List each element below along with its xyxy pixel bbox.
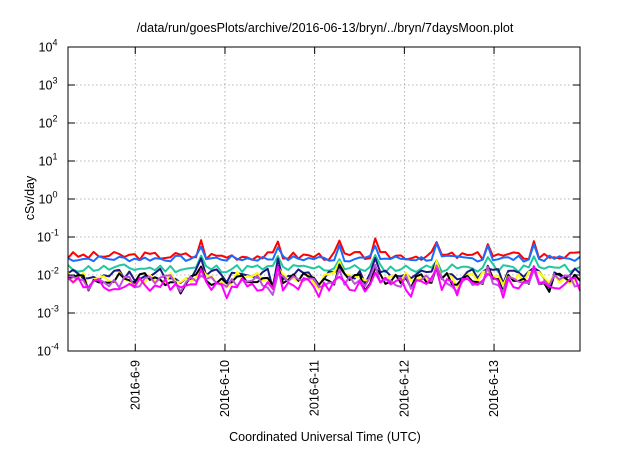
x-tick-label: 2016-6-9 — [128, 360, 142, 410]
x-axis-label: Coordinated Universal Time (UTC) — [229, 430, 421, 444]
series-line — [67, 242, 581, 263]
data-series — [67, 237, 581, 300]
series-line — [67, 263, 581, 296]
y-tick-label: 10-3 — [37, 304, 59, 321]
y-tick-label: 10-1 — [37, 228, 59, 245]
y-tick-label: 100 — [39, 190, 58, 207]
series-line — [67, 237, 581, 261]
y-tick-label: 104 — [39, 38, 58, 55]
grid-lines — [68, 47, 580, 351]
chart-title: /data/run/goesPlots/archive/2016-06-13/b… — [137, 21, 514, 35]
y-axis-label: cSv/day — [23, 175, 37, 220]
y-tick-label: 102 — [39, 114, 58, 131]
y-tick-label: 10-4 — [37, 342, 59, 359]
y-tick-label: 103 — [39, 76, 58, 93]
plot-frame — [67, 46, 581, 352]
x-tick-label: 2016-6-13 — [487, 360, 501, 417]
x-tick-label: 2016-6-10 — [218, 360, 232, 417]
x-tick-label: 2016-6-12 — [397, 360, 411, 417]
x-tick-label: 2016-6-11 — [308, 360, 322, 416]
series-line — [67, 265, 581, 300]
series-line — [67, 254, 581, 274]
y-tick-label: 10-2 — [37, 266, 59, 283]
axes: 10-4 10-3 10-2 10-1 100 101 102 103 104 2016-6-9 2… — [37, 38, 581, 417]
y-tick-label: 101 — [39, 152, 58, 169]
